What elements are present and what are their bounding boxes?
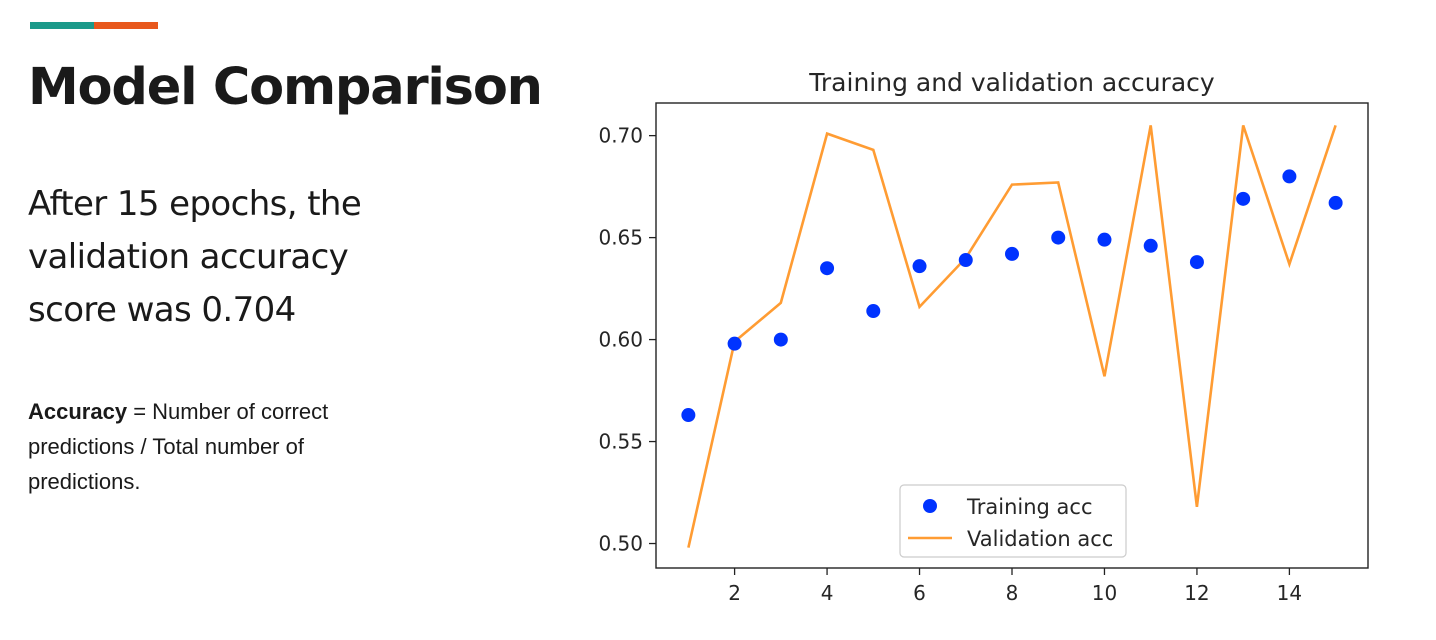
training-acc-point [1097, 232, 1112, 247]
y-tick-label: 0.55 [598, 430, 643, 454]
training-acc-point [1143, 238, 1158, 253]
legend-label: Validation acc [967, 527, 1113, 551]
chart-title: Training and validation accuracy [808, 68, 1215, 97]
y-tick-label: 0.70 [598, 124, 643, 148]
summary-line: After 15 epochs, the [28, 184, 362, 224]
x-tick-label: 14 [1277, 581, 1302, 605]
accuracy-chart: Training and validation accuracy 0.50 0.5… [560, 55, 1400, 630]
x-tick-label: 12 [1184, 581, 1209, 605]
y-tick-label: 0.50 [598, 532, 643, 556]
slide-title: Model Comparison [28, 58, 543, 117]
x-tick-label: 6 [913, 581, 926, 605]
training-acc-point [1189, 255, 1204, 270]
definition-line: predictions / Total number of [28, 434, 304, 459]
definition-text: = Number of correct [127, 399, 329, 424]
training-acc-point [866, 304, 881, 319]
x-tick-label: 10 [1092, 581, 1117, 605]
validation-acc-line [687, 124, 1337, 548]
y-tick-label: 0.65 [598, 226, 643, 250]
training-acc-point [1282, 169, 1297, 184]
training-acc-point [820, 261, 835, 276]
legend-marker-training [923, 499, 937, 513]
summary-text: After 15 epochs, the validation accuracy… [28, 178, 428, 337]
legend-label: Training acc [966, 495, 1093, 519]
plot-area: 0.50 0.55 0.60 0.65 0.70 2 4 6 8 10 12 14 [598, 102, 1369, 605]
x-tick-label: 8 [1006, 581, 1019, 605]
training-acc-point [773, 332, 788, 347]
accent-bar-orange [94, 22, 158, 29]
x-tick-label: 4 [821, 581, 834, 605]
chart-legend: Training acc Validation acc [899, 484, 1127, 558]
accent-bar [30, 22, 158, 29]
legend-box [899, 484, 1127, 558]
training-acc-point [958, 253, 973, 268]
y-tick-label: 0.60 [598, 328, 643, 352]
definition-line: predictions. [28, 469, 141, 494]
training-acc-point [1236, 191, 1251, 206]
accuracy-definition: Accuracy = Number of correct predictions… [28, 394, 428, 499]
training-acc-point [1328, 195, 1343, 210]
summary-line: score was 0.704 [28, 290, 296, 330]
training-acc-point [1051, 230, 1066, 245]
training-acc-point [727, 336, 742, 351]
accent-bar-teal [30, 22, 94, 29]
summary-line: validation accuracy [28, 237, 349, 277]
definition-term: Accuracy [28, 399, 128, 424]
training-acc-point [912, 259, 927, 274]
chart-svg: Training and validation accuracy 0.500.5… [598, 68, 1369, 605]
training-acc-point [1005, 246, 1019, 261]
training-acc-point [681, 408, 696, 423]
x-tick-label: 2 [728, 581, 741, 605]
definition-line: Accuracy = Number of correct [28, 394, 428, 429]
